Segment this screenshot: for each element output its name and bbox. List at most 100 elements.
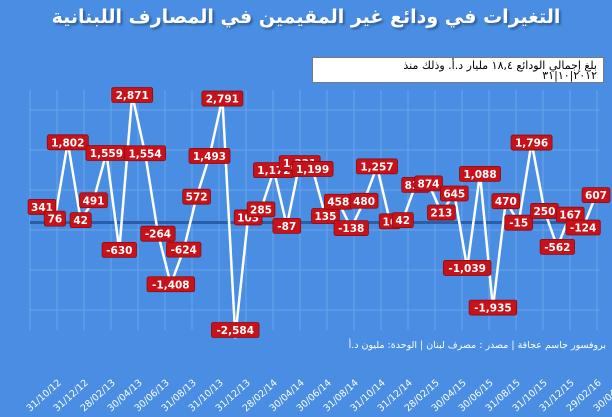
- data-label: 250: [530, 203, 559, 219]
- data-label-text: 1,257: [360, 161, 393, 173]
- data-label: 1,559: [85, 145, 128, 161]
- data-label-text: 572: [186, 192, 208, 204]
- data-label-text: 1,554: [128, 148, 161, 160]
- data-label-text: 135: [314, 211, 336, 223]
- data-label-box: [459, 165, 501, 182]
- data-label: 1,802: [46, 134, 89, 151]
- data-label-text: -1,935: [474, 303, 512, 315]
- data-label-box: [442, 260, 492, 276]
- data-label-text: 480: [353, 196, 375, 208]
- data-label: -624: [166, 241, 202, 258]
- data-label-text: 874: [418, 178, 440, 190]
- data-label: -138: [333, 220, 369, 237]
- data-label-text: 1,796: [515, 138, 548, 150]
- data-label-box: [27, 199, 57, 215]
- data-label-text: -1,039: [448, 263, 486, 275]
- data-label-box: [124, 145, 166, 162]
- data-label-box: [140, 225, 176, 242]
- data-label-text: 1,559: [90, 148, 123, 160]
- data-label-box: [504, 214, 533, 231]
- data-label-text: 1,088: [463, 169, 496, 181]
- data-label: -1,408: [146, 276, 196, 293]
- data-label-box: [391, 212, 414, 229]
- data-label: 1,257: [356, 158, 398, 175]
- data-label-box: [246, 201, 276, 218]
- data-label-box: [427, 204, 456, 221]
- data-label: -562: [539, 238, 575, 255]
- data-label: 285: [246, 201, 276, 218]
- data-labels: 341761,802424911,559-6302,8711,554-264-1…: [27, 87, 611, 338]
- data-label-text: 167: [559, 210, 581, 222]
- data-label-text: 645: [443, 188, 465, 200]
- data-label-text: 250: [534, 206, 556, 218]
- data-label: 645: [439, 185, 469, 202]
- data-label-box: [356, 158, 398, 175]
- summary-note: بلغ إجمالي الودائع ١٨,٤ مليار د.أ. وذلك …: [312, 57, 604, 83]
- data-label-box: [272, 217, 302, 234]
- data-label-text: 491: [83, 195, 105, 207]
- data-label-text: 1,199: [296, 164, 329, 176]
- data-label: -2,584: [211, 322, 260, 338]
- data-label-box: [69, 212, 92, 229]
- data-label-text: -15: [509, 218, 528, 230]
- data-label-box: [491, 193, 521, 210]
- data-label: 42: [391, 212, 414, 229]
- data-label-box: [510, 134, 553, 151]
- summary-note-line2: ٢٠١٢|١٠|٣١: [542, 69, 597, 82]
- data-label-box: [414, 175, 443, 192]
- data-label-box: [581, 187, 611, 204]
- data-label: -1,039: [442, 260, 492, 276]
- data-label: 607: [581, 187, 611, 204]
- data-label-text: -264: [145, 229, 171, 241]
- data-label-text: 42: [395, 215, 410, 227]
- data-label-box: [111, 87, 154, 103]
- data-label-text: 76: [48, 214, 63, 226]
- series-line: [41, 93, 598, 338]
- data-label-text: 285: [250, 204, 272, 216]
- data-label-text: 1,802: [51, 137, 84, 149]
- data-label: 1,554: [124, 145, 166, 162]
- data-label: 2,791: [201, 90, 244, 107]
- data-label: 76: [43, 210, 66, 227]
- data-label-text: 607: [585, 190, 607, 202]
- source-note: بروفسور جاسم عجاقة | مصدر : مصرف لبنان |…: [348, 340, 606, 351]
- data-label-box: [146, 276, 196, 293]
- data-label-box: [468, 299, 518, 316]
- data-label-box: [43, 210, 66, 227]
- data-label-box: [46, 134, 89, 151]
- data-label: 1,493: [188, 148, 231, 164]
- data-label: -1,935: [468, 299, 518, 316]
- data-label-text: -562: [544, 242, 570, 254]
- data-label-text: 213: [430, 208, 452, 220]
- data-label: 2,871: [111, 87, 154, 103]
- data-label-text: 2,871: [116, 90, 149, 102]
- data-label: 572: [182, 188, 211, 205]
- data-label-box: [291, 161, 334, 177]
- data-label: 1,199: [291, 161, 334, 177]
- data-label: -630: [101, 241, 137, 258]
- data-label: 480: [349, 192, 379, 209]
- data-label-text: 42: [73, 215, 88, 227]
- data-label: 1,088: [459, 165, 501, 182]
- data-label-text: -87: [277, 221, 296, 233]
- data-label-box: [101, 241, 137, 258]
- data-label-box: [182, 188, 211, 205]
- data-label-box: [166, 241, 202, 258]
- data-label: 874: [414, 175, 443, 192]
- data-label-box: [201, 90, 244, 107]
- summary-note-line1: بلغ إجمالي الودائع ١٨,٤ مليار د.أ. وذلك …: [403, 59, 597, 72]
- data-label: 42: [69, 212, 92, 229]
- data-label: -15: [504, 214, 533, 231]
- data-label-text: 458: [327, 197, 349, 209]
- data-label: 213: [427, 204, 456, 221]
- data-label-text: 1,493: [193, 151, 226, 163]
- data-label-text: 470: [495, 196, 517, 208]
- data-label: 470: [491, 193, 521, 210]
- data-label: 1,796: [510, 134, 553, 151]
- data-label: 458: [324, 193, 353, 210]
- data-label: -264: [140, 225, 176, 242]
- data-label-box: [349, 192, 379, 209]
- data-label-text: 2,791: [206, 94, 239, 106]
- data-label-text: -630: [106, 245, 132, 257]
